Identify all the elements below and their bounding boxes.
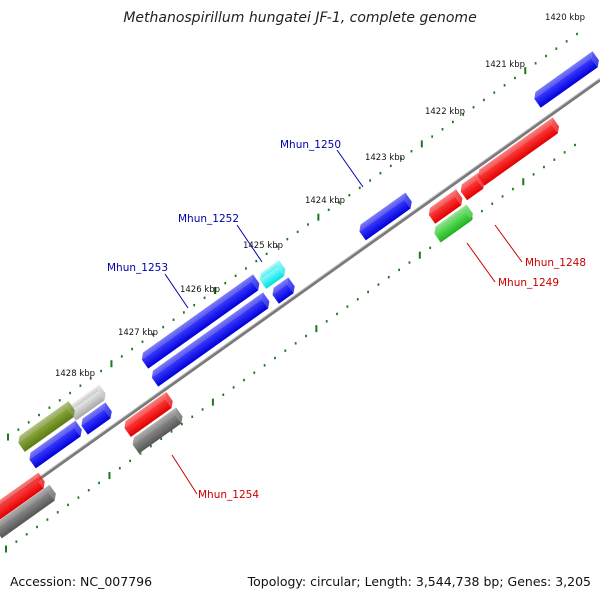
kbp-label: 1424 kbp bbox=[305, 196, 345, 206]
kbp-label: 1428 kbp bbox=[55, 369, 95, 379]
forward-gene-8[interactable] bbox=[79, 402, 115, 435]
genome-backbone bbox=[0, 78, 600, 509]
gene-label-mhun_1252[interactable]: Mhun_1252 bbox=[178, 213, 239, 225]
forward-gene-7[interactable] bbox=[67, 384, 109, 421]
reverse-gene-5[interactable] bbox=[122, 392, 176, 437]
kbp-label: 1427 kbp bbox=[118, 328, 158, 338]
topology-summary: Topology: circular; Length: 3,544,738 bp… bbox=[247, 574, 591, 589]
forward-gene-9[interactable] bbox=[15, 401, 77, 452]
kbp-label: 1426 kbp bbox=[180, 285, 220, 295]
reverse-gene-7[interactable] bbox=[0, 472, 48, 521]
reverse-gene-2[interactable] bbox=[458, 172, 488, 201]
gene-labels: Mhun_1250 Mhun_1252 Mhun_1253 Mhun_1248 Mhun… bbox=[107, 139, 586, 501]
genome-backbone-highlight bbox=[0, 77, 600, 506]
kbp-labels: 1420 kbp 1421 kbp 1422 kbp 1423 kbp 1424 kbp… bbox=[55, 13, 585, 379]
label-leader-line bbox=[466, 242, 496, 283]
reverse-gene-6[interactable] bbox=[130, 407, 186, 454]
label-leader-line bbox=[494, 224, 523, 263]
gene-label-mhun_1249[interactable]: Mhun_1249 bbox=[498, 277, 559, 289]
kbp-label: 1423 kbp bbox=[365, 153, 405, 163]
map-title: Methanospirillum hungatei JF-1, complete… bbox=[123, 10, 477, 26]
gene-label-mhun_1250[interactable]: Mhun_1250 bbox=[280, 139, 341, 151]
forward-gene-5[interactable] bbox=[139, 274, 262, 369]
label-leader-line bbox=[336, 149, 364, 188]
gene-features bbox=[0, 51, 600, 539]
forward-gene-3[interactable] bbox=[257, 260, 288, 289]
reverse-gene-4[interactable] bbox=[431, 204, 475, 243]
gene-label-mhun_1254[interactable]: Mhun_1254 bbox=[198, 489, 259, 501]
kbp-label: 1421 kbp bbox=[485, 60, 525, 70]
forward-gene-2[interactable] bbox=[357, 192, 415, 241]
reverse-gene-1[interactable] bbox=[475, 117, 562, 186]
accession-text: Accession: NC_007796 bbox=[10, 574, 153, 589]
kbp-label: 1425 kbp bbox=[243, 241, 283, 251]
reverse-gene-3[interactable] bbox=[426, 189, 465, 224]
forward-gene-6[interactable] bbox=[149, 292, 272, 387]
label-leader-line bbox=[164, 273, 189, 309]
kbp-label: 1422 kbp bbox=[425, 107, 465, 117]
forward-gene-1[interactable] bbox=[531, 51, 600, 108]
reverse-gene-8[interactable] bbox=[0, 484, 59, 539]
gene-label-mhun_1253[interactable]: Mhun_1253 bbox=[107, 262, 168, 274]
forward-gene-4[interactable] bbox=[270, 277, 298, 304]
forward-gene-10[interactable] bbox=[27, 420, 85, 469]
kbp-label: 1420 kbp bbox=[545, 13, 585, 23]
label-leader-line bbox=[236, 224, 263, 263]
gene-label-mhun_1248[interactable]: Mhun_1248 bbox=[525, 257, 586, 269]
label-leader-line bbox=[171, 454, 198, 495]
